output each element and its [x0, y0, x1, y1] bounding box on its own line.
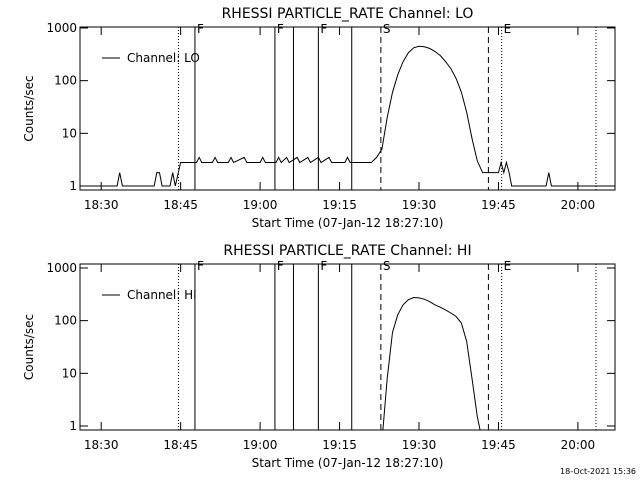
x-axis-label: Start Time (07-Jan-12 18:27:10) [252, 456, 444, 470]
event-label: E [504, 22, 512, 36]
y-tick-label: 1 [69, 179, 77, 193]
event-label: S [383, 22, 391, 36]
y-tick-label: 100 [54, 74, 77, 88]
data-line [382, 296, 481, 430]
x-tick-label: 18:30 [84, 438, 119, 452]
y-tick-label: 10 [62, 366, 77, 380]
x-tick-label: 18:45 [163, 198, 198, 212]
event-label: F [197, 22, 204, 36]
y-tick-label: 1000 [46, 261, 77, 275]
event-label: F [277, 259, 284, 273]
x-tick-label: 20:00 [561, 438, 596, 452]
data-line [80, 45, 615, 187]
legend-label: Channel: HI [127, 288, 197, 302]
x-tick-label: 19:45 [481, 438, 516, 452]
x-tick-label: 19:15 [322, 198, 357, 212]
event-label: F [197, 259, 204, 273]
plot-frame [79, 263, 616, 431]
timestamp: 18-Oct-2021 15:36 [560, 467, 636, 476]
panel: RHESSI PARTICLE_RATE Channel: HI Start Ti… [22, 243, 616, 470]
x-tick-label: 19:15 [322, 438, 357, 452]
plot-frame [79, 26, 616, 191]
y-tick-label: 1000 [46, 21, 77, 35]
chart-title: RHESSI PARTICLE_RATE Channel: HI [223, 243, 471, 259]
y-tick-label: 1 [69, 419, 77, 433]
legend-label: Channel: LO [127, 51, 200, 65]
event-label: E [504, 259, 512, 273]
event-label: S [383, 259, 391, 273]
x-tick-label: 20:00 [561, 198, 596, 212]
x-tick-label: 18:45 [163, 438, 198, 452]
x-tick-label: 19:00 [243, 438, 278, 452]
event-label: F [320, 259, 327, 273]
x-axis-label: Start Time (07-Jan-12 18:27:10) [252, 216, 444, 230]
x-tick-label: 19:00 [243, 198, 278, 212]
x-tick-label: 19:45 [481, 198, 516, 212]
chart-title: RHESSI PARTICLE_RATE Channel: LO [222, 6, 474, 22]
y-axis-label: Counts/sec [22, 75, 36, 141]
event-label: F [277, 22, 284, 36]
x-tick-label: 19:30 [402, 198, 437, 212]
y-axis-label: Counts/sec [22, 314, 36, 380]
y-tick-label: 10 [62, 126, 77, 140]
x-tick-label: 18:30 [84, 198, 119, 212]
y-tick-label: 100 [54, 314, 77, 328]
x-tick-label: 19:30 [402, 438, 437, 452]
panel: RHESSI PARTICLE_RATE Channel: LO Start Ti… [22, 6, 616, 230]
event-label: F [320, 22, 327, 36]
